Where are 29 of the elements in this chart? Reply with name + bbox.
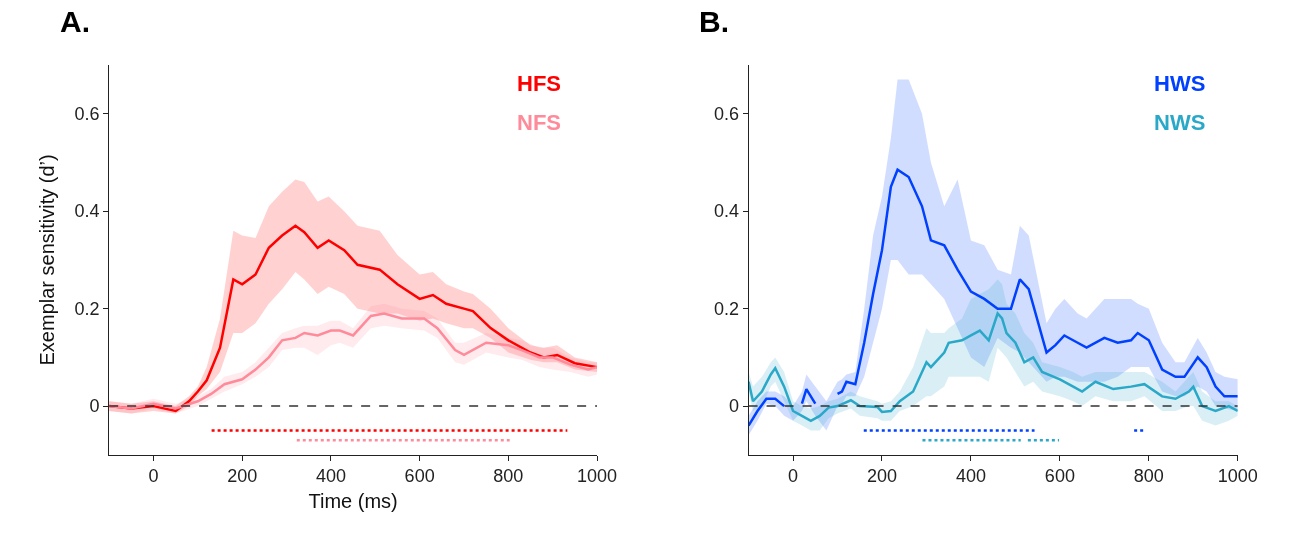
y-tick-label: 0.2 — [74, 298, 100, 319]
text: HWS — [1154, 71, 1206, 96]
x-tick-label: 1000 — [1217, 466, 1258, 487]
x-tick-label: 800 — [1133, 466, 1164, 487]
y-tick-label: 0.4 — [713, 201, 739, 222]
text: NFS — [517, 110, 561, 135]
x-tick-label: 200 — [227, 466, 258, 487]
x-axis-title: Time (ms) — [308, 489, 398, 512]
x-tick-label: 600 — [404, 466, 435, 487]
y-tick-label: 0.2 — [713, 298, 739, 319]
chart-title: A. — [60, 5, 90, 38]
line-series — [748, 312, 1238, 422]
x-tick-label: 400 — [315, 466, 346, 487]
x-tick-label: 600 — [1044, 466, 1075, 487]
y-tick-label: 0 — [89, 396, 100, 417]
y-tick-label: 0.6 — [74, 104, 100, 125]
x-tick-label: 400 — [955, 466, 986, 487]
text: NWS — [1154, 110, 1206, 135]
x-tick-label: 1000 — [577, 466, 618, 487]
text: HFS — [517, 71, 561, 96]
y-axis-title: Exemplar sensitivity (d’) — [36, 154, 59, 366]
y-tick-label: 0.6 — [713, 104, 739, 125]
x-tick-label: 0 — [788, 466, 799, 487]
y-tick-label: 0 — [728, 396, 739, 417]
x-tick-label: 800 — [493, 466, 524, 487]
x-tick-label: 0 — [148, 466, 159, 487]
x-tick-label: 200 — [866, 466, 898, 487]
chart-title: B. — [699, 5, 729, 38]
y-tick-label: 0.4 — [74, 201, 100, 222]
